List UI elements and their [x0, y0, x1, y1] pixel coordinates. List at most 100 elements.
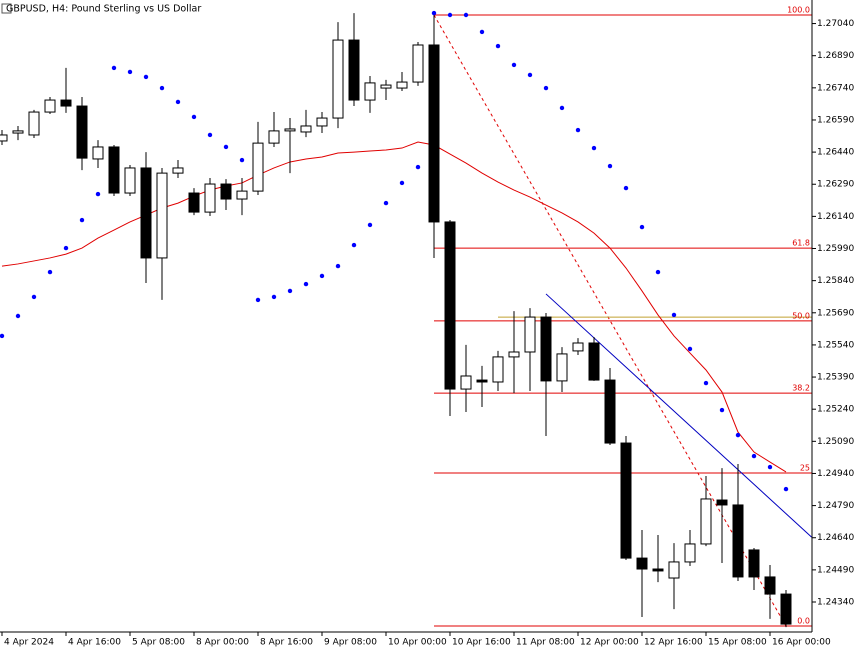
sar-dot	[95, 191, 101, 197]
candle-body	[732, 504, 744, 578]
y-tick-label: 1.24340	[817, 598, 854, 608]
sar-dot	[687, 346, 693, 352]
y-tick-label: 1.25390	[817, 373, 854, 383]
candle-body	[780, 593, 792, 625]
sar-dot	[399, 180, 405, 186]
fibo-label: 61.8	[792, 239, 810, 248]
candle-body	[332, 39, 344, 119]
y-tick-label: 1.25840	[817, 276, 854, 286]
y-tick-label: 1.25540	[817, 340, 854, 350]
candle-body	[588, 342, 600, 381]
sar-dot	[15, 313, 21, 319]
sar-dot	[575, 127, 581, 133]
candle-body	[220, 183, 232, 200]
y-tick-label: 1.24640	[817, 533, 854, 543]
sar-dot	[447, 12, 453, 18]
sar-dot	[31, 294, 37, 300]
sar-dot	[319, 273, 325, 279]
sar-dot	[623, 185, 629, 191]
sar-dot	[495, 43, 501, 49]
y-tick-label: 1.24490	[817, 565, 854, 575]
trendline	[545, 293, 812, 538]
candle-body	[636, 557, 648, 570]
candle-body	[668, 561, 680, 579]
sar-dot	[303, 281, 309, 287]
sar-dot	[607, 163, 613, 169]
sar-dot	[367, 222, 373, 228]
y-tick-label: 1.26890	[817, 51, 854, 61]
candle-body	[124, 167, 136, 194]
candle-body	[60, 99, 72, 107]
sar-dot	[703, 380, 709, 386]
candle-body	[252, 142, 264, 192]
sar-dot	[127, 69, 133, 75]
candle-body	[316, 117, 328, 127]
sar-dot	[351, 242, 357, 248]
candle-body	[508, 351, 520, 358]
fibo-label: 25	[800, 464, 810, 473]
sar-dot	[287, 288, 293, 294]
candle-body	[284, 128, 296, 132]
sar-dot	[479, 29, 485, 35]
candle-body	[188, 192, 200, 213]
x-tick-label: 10 Apr 16:00	[452, 638, 511, 648]
sar-dot	[511, 62, 517, 68]
candle-body	[556, 353, 568, 382]
candle-body	[172, 167, 184, 174]
y-tick-label: 1.25090	[817, 437, 854, 447]
candle-body	[108, 146, 120, 194]
x-tick-label: 12 Apr 16:00	[644, 638, 703, 648]
sar-dot	[191, 114, 197, 120]
candle-body	[652, 568, 664, 572]
candle-body	[716, 499, 728, 506]
sar-dot	[655, 269, 661, 275]
sar-dot	[207, 132, 213, 138]
sar-dot	[543, 85, 549, 91]
candle-body	[620, 442, 632, 559]
candle-body	[12, 130, 24, 134]
y-tick-label: 1.25240	[817, 405, 854, 415]
sar-dot	[431, 10, 437, 16]
y-tick-label: 1.25690	[817, 308, 854, 318]
candle-body	[236, 190, 248, 200]
x-tick-label: 5 Apr 08:00	[132, 638, 185, 648]
x-tick-label: 8 Apr 16:00	[260, 638, 313, 648]
sar-dot	[639, 224, 645, 230]
candle-body	[492, 356, 504, 383]
x-tick-label: 4 Apr 16:00	[68, 638, 121, 648]
x-tick-label: 10 Apr 00:00	[388, 638, 447, 648]
y-tick-label: 1.27040	[817, 19, 854, 29]
fibo-label: 38.2	[792, 384, 810, 393]
y-tick-label: 1.24940	[817, 469, 854, 479]
chart-title: GBPUSD, H4: Pound Sterling vs US Dollar	[6, 4, 201, 15]
candle-body	[44, 99, 56, 113]
candle-body	[348, 39, 360, 101]
sar-dot	[415, 164, 421, 170]
sar-dot	[751, 453, 757, 459]
sar-dot	[383, 200, 389, 206]
moving-average	[1, 141, 787, 473]
x-tick-label: 12 Apr 00:00	[580, 638, 639, 648]
y-tick-label: 1.24790	[817, 501, 854, 511]
candle-body	[748, 549, 760, 578]
candle-body	[204, 183, 216, 213]
candle-body	[396, 81, 408, 89]
fibo-label: 100.0	[787, 5, 810, 14]
candle-body	[476, 379, 488, 383]
sar-dot	[527, 72, 533, 78]
candle-body	[572, 342, 584, 352]
fibo-label: 50.0	[792, 311, 810, 320]
x-tick-label: 15 Apr 08:00	[708, 638, 767, 648]
sar-dot	[79, 217, 85, 223]
sar-dot	[719, 407, 725, 413]
sar-dot	[0, 333, 5, 339]
plot-area	[0, 10, 812, 628]
candle-body	[28, 111, 40, 136]
sar-dot	[271, 294, 277, 300]
sar-dot	[735, 432, 741, 438]
sar-dot	[47, 269, 53, 275]
x-tick-label: 4 Apr 2024	[4, 638, 54, 648]
sar-dot	[239, 157, 245, 163]
